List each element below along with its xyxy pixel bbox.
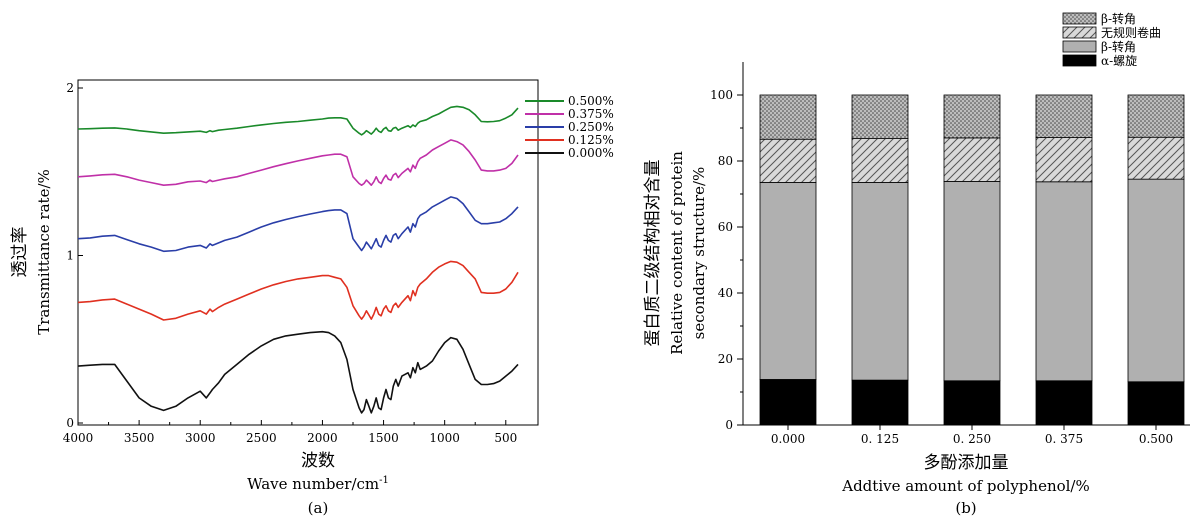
bar-segment-1-4 bbox=[1127, 178, 1185, 383]
panel-b-y-tick-label: 40 bbox=[718, 286, 733, 300]
bar-segment-0-4 bbox=[1127, 381, 1185, 426]
panel-b-y-tick-label: 0 bbox=[725, 418, 733, 432]
panel-b-xlabel-en: Addtive amount of polyphenol/% bbox=[841, 477, 1090, 495]
panel-a-ylabel-cn: 透过率 bbox=[10, 227, 30, 278]
panel-a-xlabel-en-sup: -1 bbox=[379, 475, 389, 486]
legend-label-3: β-转角 bbox=[1101, 11, 1136, 26]
bar-segment-1-0 bbox=[759, 182, 817, 380]
bar-segment-0-2 bbox=[943, 380, 1001, 426]
legend-swatch-0 bbox=[1062, 54, 1097, 67]
panel-a-legend: 0.500%0.375%0.250%0.125%0.000% bbox=[525, 94, 614, 160]
bar-segment-3-3 bbox=[1035, 94, 1093, 138]
series-line-0.500% bbox=[77, 105, 519, 136]
panel-a-x-tick-label: 1500 bbox=[368, 431, 399, 445]
bar-segment-0-3 bbox=[1035, 380, 1093, 426]
legend-label-0.500%: 0.500% bbox=[568, 94, 614, 108]
panel-a-y-tick-label: 2 bbox=[66, 81, 74, 95]
series-line-0.250% bbox=[77, 196, 519, 253]
panel-b-y-tick-label: 100 bbox=[710, 88, 733, 102]
panel-a-x-tick-label: 1000 bbox=[429, 431, 460, 445]
bar-segment-2-2 bbox=[943, 137, 1001, 182]
legend-label-0: α-螺旋 bbox=[1101, 54, 1137, 68]
panel-b-x-ticks: 0.000 0. 125 0. 250 0. 375 0.500 bbox=[771, 425, 1173, 446]
panel-b-y-tick-label: 20 bbox=[718, 352, 733, 366]
panel-a-plot-frame bbox=[77, 79, 539, 426]
bar-segment-2-4 bbox=[1127, 136, 1185, 180]
panel-b-x-tick-label: 0. 250 bbox=[953, 432, 991, 446]
series-line-0.000% bbox=[77, 330, 519, 414]
legend-label-2: 无规则卷曲 bbox=[1101, 25, 1161, 40]
panel-a-y-tick-label: 0 bbox=[66, 416, 74, 430]
bar-segment-3-4 bbox=[1127, 94, 1185, 138]
panel-b-x-tick-label: 0.000 bbox=[771, 432, 805, 446]
bar-segment-3-2 bbox=[943, 94, 1001, 139]
panel-b-xlabel-cn: 多酚添加量 bbox=[924, 453, 1009, 473]
panel-b-stacked-bar-chart: 0 20 40 60 80 100 0.000 0. 125 0. 250 0. 375 0.50… bbox=[643, 11, 1190, 517]
panel-b-caption: (b) bbox=[955, 499, 976, 517]
panel-b-bars bbox=[759, 94, 1185, 426]
legend-label-0.125%: 0.125% bbox=[568, 133, 614, 147]
panel-a-x-tick-label: 2500 bbox=[246, 431, 277, 445]
panel-a-caption: (a) bbox=[308, 499, 329, 517]
panel-b-y-ticks: 0 20 40 60 80 100 bbox=[710, 88, 743, 432]
panel-b-x-tick-label: 0. 125 bbox=[861, 432, 899, 446]
panel-a-xlabel-cn: 波数 bbox=[301, 451, 335, 471]
bar-segment-1-3 bbox=[1035, 181, 1093, 382]
panel-a-series-lines bbox=[77, 105, 519, 414]
legend-label-1: β-转角 bbox=[1101, 39, 1136, 54]
bar-segment-3-0 bbox=[759, 94, 817, 140]
panel-b-x-tick-label: 0.500 bbox=[1139, 432, 1173, 446]
bar-segment-3-1 bbox=[851, 94, 909, 139]
panel-a-x-tick-label: 4000 bbox=[63, 431, 94, 445]
bar-segment-0-1 bbox=[851, 379, 909, 426]
panel-a-ylabel-en: Transmittance rate/% bbox=[35, 169, 53, 335]
panel-a-xlabel-en: Wave number/cm-1 bbox=[247, 475, 389, 493]
panel-b-ylabel-en-1: Relative content of protein bbox=[668, 151, 686, 355]
series-line-0.125% bbox=[77, 260, 519, 321]
bar-segment-1-1 bbox=[851, 182, 909, 381]
panel-b-ylabel-en-2: secondary structure/% bbox=[690, 167, 708, 340]
bar-segment-1-2 bbox=[943, 181, 1001, 382]
panel-a-y-ticks: 0 1 2 bbox=[66, 81, 83, 430]
series-line-0.375% bbox=[77, 139, 519, 186]
legend-label-0.000%: 0.000% bbox=[568, 146, 614, 160]
panel-b-x-tick-label: 0. 375 bbox=[1045, 432, 1083, 446]
bar-segment-0-0 bbox=[759, 379, 817, 426]
legend-label-0.250%: 0.250% bbox=[568, 120, 614, 134]
panel-a-x-tick-label: 2000 bbox=[307, 431, 338, 445]
panel-b-ylabel-cn: 蛋白质二级结构相对含量 bbox=[643, 160, 663, 347]
panel-a-x-tick-label: 500 bbox=[494, 431, 517, 445]
legend-swatch-3 bbox=[1062, 12, 1097, 25]
panel-a-y-tick-label: 1 bbox=[66, 249, 74, 263]
panel-a-xlabel-en-main: Wave number/cm bbox=[247, 475, 379, 493]
panel-b-y-tick-label: 80 bbox=[718, 154, 733, 168]
panel-a-x-tick-label: 3000 bbox=[185, 431, 216, 445]
panel-a-x-tick-label: 3500 bbox=[124, 431, 155, 445]
legend-label-0.375%: 0.375% bbox=[568, 107, 614, 121]
legend-swatch-2 bbox=[1062, 26, 1097, 39]
panel-a-x-ticks: 4000 3500 3000 2500 2000 1500 1000 500 bbox=[63, 420, 517, 445]
bar-segment-2-0 bbox=[759, 138, 817, 183]
legend-swatch-1 bbox=[1062, 40, 1097, 53]
panel-a-line-chart: 0 1 2 4000 3500 3000 2500 2000 1500 1000 500 0.50… bbox=[10, 79, 614, 517]
bar-segment-2-1 bbox=[851, 138, 909, 183]
bar-segment-2-3 bbox=[1035, 137, 1093, 183]
panel-b-y-tick-label: 60 bbox=[718, 220, 733, 234]
